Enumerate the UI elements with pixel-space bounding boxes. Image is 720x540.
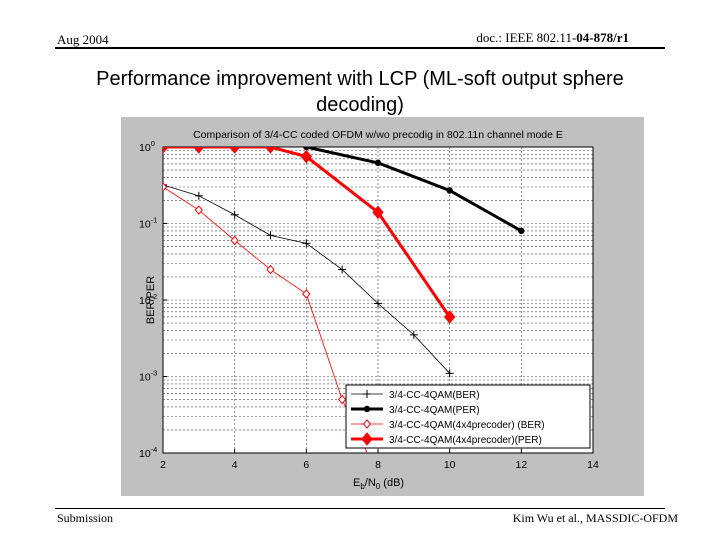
marker-diamond-open bbox=[194, 205, 203, 215]
marker-diamond-filled bbox=[264, 147, 277, 154]
doc-prefix: doc.: IEEE 802.11- bbox=[476, 30, 577, 45]
legend-label: 3/4-CC-4QAM(PER) bbox=[389, 405, 480, 416]
legend-label: 3/4-CC-4QAM(BER) bbox=[389, 390, 480, 401]
marker-diamond-open bbox=[302, 289, 311, 299]
legend: 3/4-CC-4QAM(BER) 3/4-CC-4QAM(PER) 3/4-CC-4… bbox=[345, 384, 591, 449]
y-axis-label: BER/PER bbox=[145, 276, 157, 324]
figure-panel: 2 4 6 8 10 12 14 100 10-1 10-2 10-3 10-4 Comparison… bbox=[121, 117, 644, 496]
marker-plus bbox=[374, 299, 382, 308]
x-label-unit: (dB) bbox=[380, 477, 404, 489]
series-4 bbox=[163, 147, 456, 324]
y-tick-label: 100 bbox=[139, 139, 155, 154]
marker-plus bbox=[194, 191, 203, 200]
header-rule bbox=[55, 47, 665, 49]
ber-per-chart: 2 4 6 8 10 12 14 100 10-1 10-2 10-3 10-4 Comparison… bbox=[139, 129, 599, 491]
marker-diamond-open bbox=[338, 394, 347, 405]
marker-dot bbox=[303, 147, 310, 151]
marker-plus bbox=[230, 210, 239, 219]
x-tick-label: 6 bbox=[303, 459, 309, 471]
marker-plus bbox=[338, 265, 347, 274]
marker-diamond-filled bbox=[229, 147, 241, 154]
header-doc-number: doc.: IEEE 802.11-04-878/r1 bbox=[476, 30, 629, 46]
marker-plus bbox=[409, 330, 418, 339]
x-tick-label: 2 bbox=[160, 459, 166, 471]
footer-rule bbox=[55, 508, 665, 509]
marker-plus bbox=[266, 231, 275, 240]
x-tick-label: 14 bbox=[587, 459, 599, 471]
marker-dot bbox=[446, 187, 453, 194]
marker-diamond-filled bbox=[372, 205, 384, 220]
y-tick-label: 10-3 bbox=[139, 369, 157, 384]
x-label-sub-b: b bbox=[360, 482, 365, 491]
marker-plus bbox=[302, 239, 311, 248]
marker-diamond-open bbox=[163, 182, 168, 192]
marker-diamond-open bbox=[362, 419, 372, 429]
marker-dot bbox=[363, 405, 371, 413]
slide-title-line-1: Performance improvement with LCP (ML-sof… bbox=[96, 68, 624, 90]
legend-label: 3/4-CC-4QAM(4x4precoder) (BER) bbox=[389, 420, 545, 431]
y-tick-label: 10-2 bbox=[139, 292, 157, 307]
header-date: Aug 2004 bbox=[57, 32, 109, 47]
legend-box bbox=[345, 384, 591, 449]
legend-label: 3/4-CC-4QAM(4x4precoder)(PER) bbox=[389, 435, 542, 446]
x-tick-label: 10 bbox=[444, 459, 456, 471]
slide-title: Performance improvement with LCP (ML-sof… bbox=[40, 66, 680, 118]
series-3 bbox=[163, 182, 368, 453]
y-tick-label: 10-4 bbox=[139, 445, 157, 460]
axis-ticks: 2 4 6 8 10 12 14 100 10-1 10-2 10-3 10-4 bbox=[139, 139, 599, 471]
marker-diamond-filled bbox=[163, 147, 169, 154]
x-label-mid: /N bbox=[365, 477, 376, 489]
chart-title: Comparison of 3/4-CC coded OFDM w/wo pre… bbox=[193, 129, 563, 141]
x-label-main: E bbox=[353, 477, 360, 489]
marker-diamond-open bbox=[230, 235, 239, 246]
x-axis-label: Eb/N0 (dB) bbox=[353, 477, 404, 491]
marker-plus bbox=[163, 180, 167, 189]
slide-title-line-2: decoding) bbox=[316, 94, 404, 116]
marker-diamond-filled bbox=[193, 147, 205, 154]
x-tick-label: 4 bbox=[232, 459, 238, 471]
x-tick-label: 12 bbox=[515, 459, 527, 471]
x-tick-label: 8 bbox=[375, 459, 381, 471]
marker-plus bbox=[445, 369, 454, 378]
doc-code: 04-878/r1 bbox=[576, 30, 629, 45]
series-layer bbox=[163, 147, 525, 453]
footer-left: Submission bbox=[57, 511, 114, 525]
marker-diamond-open bbox=[266, 264, 275, 275]
marker-dot bbox=[518, 227, 525, 235]
series-1 bbox=[163, 180, 454, 378]
footer-authors: Kim Wu et al., MASSDIC-OFDM bbox=[512, 511, 678, 525]
y-tick-label: 10-1 bbox=[139, 216, 157, 231]
marker-plus bbox=[363, 390, 371, 398]
series-2 bbox=[303, 147, 525, 235]
marker-diamond-filled bbox=[300, 149, 312, 164]
x-label-sub-0: 0 bbox=[376, 482, 381, 491]
marker-diamond-filled bbox=[361, 432, 373, 446]
marker-dot bbox=[374, 159, 382, 167]
marker-diamond-filled bbox=[444, 310, 456, 324]
series-line bbox=[306, 147, 523, 233]
